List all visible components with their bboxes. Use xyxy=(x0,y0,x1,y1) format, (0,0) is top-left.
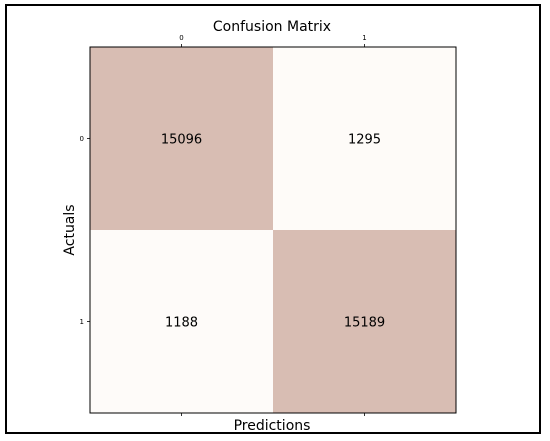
cell-value-1-0: 1188 xyxy=(165,316,198,331)
y-tick-label-1: 1 xyxy=(80,318,84,326)
cell-value-0-0: 15096 xyxy=(161,133,202,148)
x-axis-label: Predictions xyxy=(234,418,311,434)
y-tick-label-0: 0 xyxy=(80,135,84,143)
cell-value-0-1: 1295 xyxy=(348,133,381,148)
y-axis-label: Actuals xyxy=(62,204,78,255)
x-tick-label-1: 1 xyxy=(362,34,366,42)
cell-value-1-1: 15189 xyxy=(344,316,385,331)
x-tick-label-0: 0 xyxy=(179,34,183,42)
heatmap-cell-1-0 xyxy=(90,230,273,413)
heatmap-cell-0-1 xyxy=(273,47,456,230)
heatmap-cell-1-1 xyxy=(273,230,456,413)
heatmap-cell-0-0 xyxy=(90,47,273,230)
plot-border xyxy=(89,46,457,414)
heatmap-cells: 15096 1295 1188 15189 xyxy=(90,47,456,413)
chart-title: Confusion Matrix xyxy=(213,19,331,35)
